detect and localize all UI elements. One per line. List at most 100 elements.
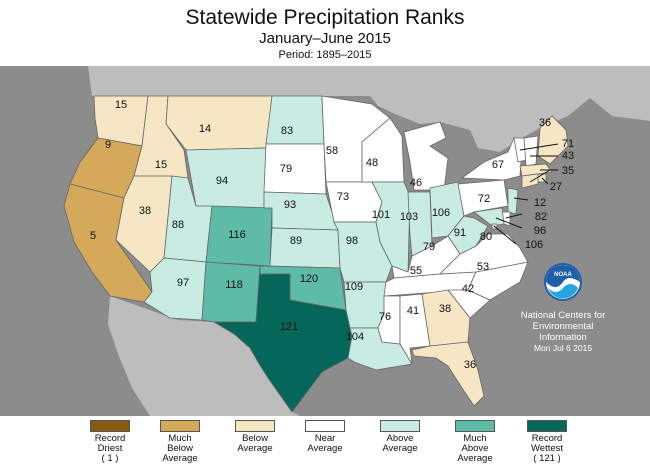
rank-label-nv: 38: [139, 205, 151, 217]
legend-item-above: Above Average: [365, 418, 435, 454]
legend-label-much-below: Much Below Average: [162, 433, 198, 464]
leader-ct: [529, 169, 551, 183]
rank-label-ky: 79: [423, 241, 435, 253]
leader-lines: [493, 143, 559, 245]
rank-label-id: 15: [155, 159, 167, 171]
rank-label-il: 101: [372, 209, 390, 221]
rank-label-wa: 15: [115, 99, 127, 111]
mexico-land: [108, 296, 300, 416]
rank-label-fl: 36: [464, 359, 476, 371]
rank-label-co: 116: [228, 229, 246, 241]
noaa-line2: Environmental: [533, 321, 594, 332]
rank-label-wy: 94: [216, 175, 228, 187]
leader-de: [505, 213, 523, 219]
state-mt: [165, 95, 273, 151]
state-nj: [507, 187, 519, 215]
rank-label-ma: 35: [562, 165, 574, 177]
rank-label-pa: 72: [478, 193, 490, 205]
rank-label-sd: 79: [280, 163, 292, 175]
legend-label-below: Below Average: [237, 433, 273, 454]
state-nm: [201, 261, 261, 323]
legend-label-record-driest: Record Driest ( 1 ): [94, 433, 126, 464]
legend-item-much-above: Much Above Average: [440, 418, 510, 464]
noaa-logo-wave: [546, 265, 580, 287]
rank-label-ar: 109: [345, 281, 363, 293]
rank-label-wv: 91: [454, 227, 466, 239]
rank-label-or: 9: [105, 139, 111, 151]
legend-swatch-record-wettest: [527, 420, 567, 432]
legend-label-record-wettest: Record Wettest ( 121 ): [530, 433, 564, 464]
legend: Record Driest ( 1 ) Much Below Average B…: [0, 418, 650, 475]
map-period: Period: 1895–2015: [278, 49, 372, 61]
map-subtitle: January–June 2015: [259, 30, 391, 47]
legend-item-near: Near Average: [290, 418, 360, 454]
state-sd: [263, 143, 327, 195]
state-fl: [411, 341, 485, 407]
leader-nj: [513, 197, 529, 201]
rank-label-ia: 73: [337, 191, 349, 203]
state-nh: [523, 135, 539, 167]
us-precipitation-map: 15 9 5 15 38 14 94 88 97 116 118 83 79 9…: [0, 66, 650, 416]
rank-label-de: 82: [535, 211, 547, 223]
rank-label-dc: 106: [525, 239, 543, 251]
rank-labels: 15 9 5 15 38 14 94 88 97 116 118 83 79 9…: [90, 99, 574, 371]
rank-label-nd: 83: [281, 125, 293, 137]
legend-swatch-above: [380, 420, 420, 432]
rank-label-nm: 118: [225, 279, 243, 291]
state-md: [473, 207, 505, 227]
rank-label-nh: 43: [562, 150, 574, 162]
rank-label-me: 36: [539, 117, 551, 129]
state-va: [438, 233, 529, 275]
rank-label-nc: 53: [477, 261, 489, 273]
legend-label-above: Above Average: [382, 433, 418, 454]
canada-land: [88, 66, 650, 152]
rank-label-ok: 120: [300, 273, 318, 285]
leader-ri: [541, 177, 549, 185]
rank-label-sc: 42: [462, 283, 474, 295]
legend-item-record-driest: Record Driest ( 1 ): [75, 418, 145, 464]
leader-vt: [519, 143, 559, 151]
rank-label-mt: 14: [199, 123, 211, 135]
legend-item-record-wettest: Record Wettest ( 121 ): [512, 418, 582, 464]
rank-label-la: 104: [346, 331, 364, 343]
state-pa: [457, 179, 509, 217]
rank-label-nj: 12: [534, 197, 546, 209]
state-ks: [269, 227, 341, 269]
map-header: Statewide Precipitation Ranks January–Ju…: [0, 0, 650, 66]
noaa-logo-bird: [548, 284, 578, 299]
noaa-line3: Information: [539, 332, 587, 343]
rank-label-wi: 48: [366, 157, 378, 169]
rank-label-tx: 121: [280, 321, 298, 333]
state-nc: [467, 261, 529, 301]
rank-label-ca: 5: [90, 230, 96, 242]
legend-swatch-much-below: [160, 420, 200, 432]
rank-label-mi: 46: [410, 177, 422, 189]
noaa-block: NOAA National Centers for Environmental …: [521, 263, 605, 353]
state-ma: [519, 163, 553, 177]
rank-label-mn: 58: [326, 145, 338, 157]
map-title: Statewide Precipitation Ranks: [185, 6, 465, 29]
legend-item-much-below: Much Below Average: [145, 418, 215, 464]
rank-label-in: 103: [400, 211, 418, 223]
rank-label-va: 80: [480, 231, 492, 243]
legend-item-below: Below Average: [220, 418, 290, 454]
rank-label-ri: 27: [550, 181, 562, 193]
legend-swatch-record-driest: [90, 420, 130, 432]
state-ct: [521, 173, 539, 189]
legend-label-much-above: Much Above Average: [457, 433, 493, 464]
rank-label-vt: 71: [562, 138, 574, 150]
state-tx: [212, 265, 353, 413]
rank-label-ms: 76: [379, 311, 391, 323]
legend-swatch-near: [305, 420, 345, 432]
rank-label-mo: 98: [346, 235, 358, 247]
state-ne: [263, 191, 339, 231]
rank-label-ut: 88: [172, 219, 184, 231]
state-mi: [403, 121, 449, 191]
rank-label-tn: 55: [410, 265, 422, 277]
rank-label-oh: 106: [432, 207, 450, 219]
legend-label-near: Near Average: [307, 433, 343, 454]
legend-swatch-below: [235, 420, 275, 432]
rank-label-ne: 93: [284, 199, 296, 211]
state-nd: [265, 95, 325, 145]
noaa-date: Mon Jul 6 2015: [534, 343, 592, 353]
